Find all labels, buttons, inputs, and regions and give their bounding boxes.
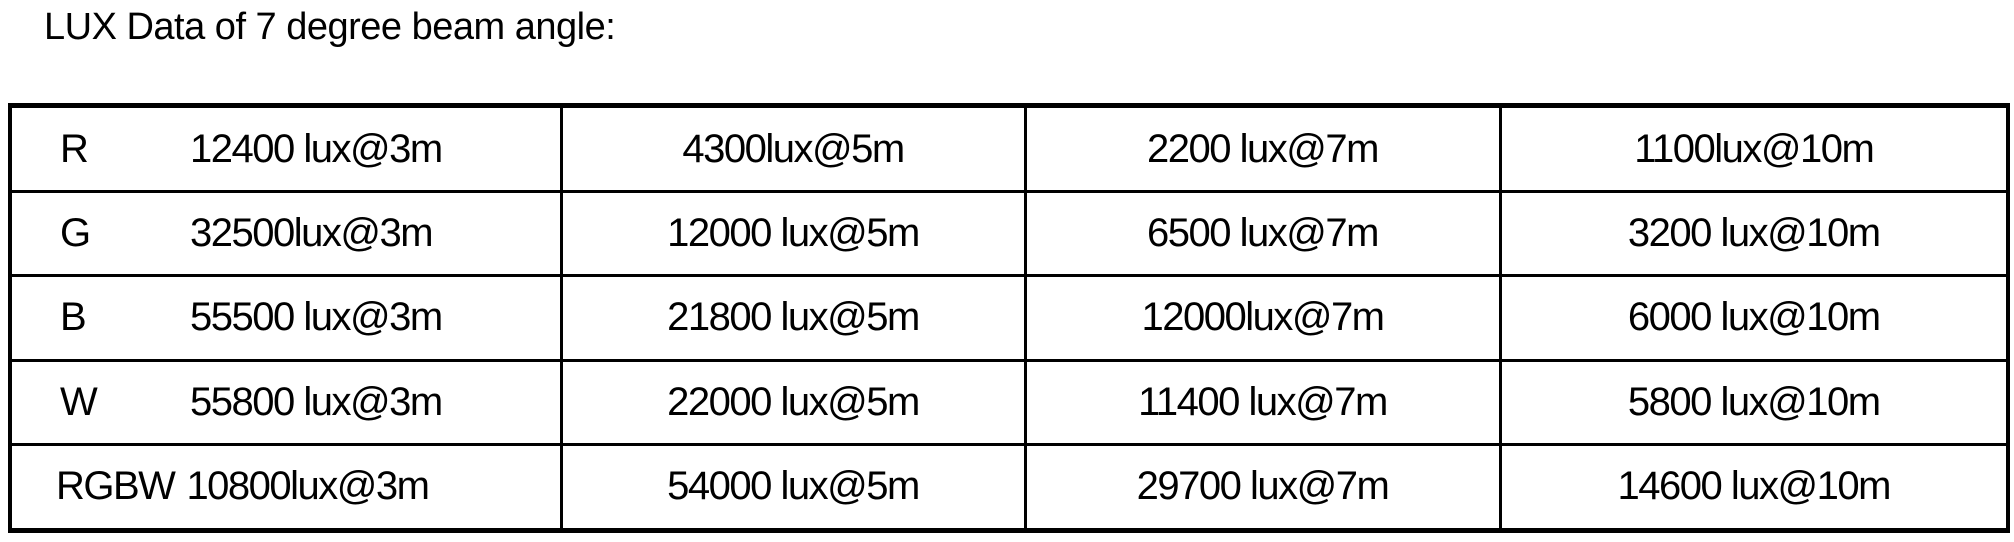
table-cell: 3200 lux@10m bbox=[1498, 190, 2010, 278]
lux-value: 55800 lux@3m bbox=[190, 379, 443, 424]
lux-value: 32500lux@3m bbox=[190, 211, 434, 256]
lux-value: 14600 lux@10m bbox=[1617, 464, 1892, 509]
table-cell: RGBW 10800lux@3m bbox=[8, 442, 563, 534]
lux-value: 6500 lux@7m bbox=[1147, 211, 1379, 256]
table-cell: W 55800 lux@3m bbox=[8, 358, 563, 446]
lux-data-table: R 12400 lux@3m 4300lux@5m 2200 lux@7m 1100lu… bbox=[8, 102, 2010, 534]
table-cell: 54000 lux@5m bbox=[559, 442, 1027, 534]
row-label: B bbox=[60, 295, 87, 340]
lux-value: 2200 lux@7m bbox=[1147, 126, 1379, 171]
row-label: W bbox=[60, 379, 98, 424]
lux-value: 22000 lux@5m bbox=[667, 379, 920, 424]
table-row: W 55800 lux@3m 22000 lux@5m 11400 lux@7m 580… bbox=[8, 358, 2010, 446]
table-cell: B 55500 lux@3m bbox=[8, 274, 563, 362]
row-label: G bbox=[60, 211, 91, 256]
lux-value: 6000 lux@10m bbox=[1627, 295, 1881, 340]
table-cell: 6500 lux@7m bbox=[1023, 190, 1502, 278]
table-cell: 1100lux@10m bbox=[1498, 102, 2010, 194]
table-cell: 12000 lux@5m bbox=[559, 190, 1027, 278]
row-label: R bbox=[60, 126, 89, 171]
lux-value: 5800 lux@10m bbox=[1627, 379, 1881, 424]
table-cell: 2200 lux@7m bbox=[1023, 102, 1502, 194]
lux-value: 3200 lux@10m bbox=[1627, 211, 1881, 256]
lux-value: 12000lux@7m bbox=[1141, 295, 1385, 340]
table-cell: 14600 lux@10m bbox=[1498, 442, 2010, 534]
lux-value: 11400 lux@7m bbox=[1138, 379, 1388, 424]
lux-value: 4300lux@5m bbox=[682, 126, 905, 171]
lux-value: 21800 lux@5m bbox=[667, 295, 920, 340]
table-row: B 55500 lux@3m 21800 lux@5m 12000lux@7m 6000… bbox=[8, 274, 2010, 362]
table-cell: 12000lux@7m bbox=[1023, 274, 1502, 362]
table-cell: G 32500lux@3m bbox=[8, 190, 563, 278]
table-cell: 6000 lux@10m bbox=[1498, 274, 2010, 362]
table-cell: 22000 lux@5m bbox=[559, 358, 1027, 446]
lux-value: 54000 lux@5m bbox=[667, 464, 920, 509]
table-row: RGBW 10800lux@3m 54000 lux@5m 29700 lux@7m 1… bbox=[8, 442, 2010, 534]
lux-value: 1100lux@10m bbox=[1634, 126, 1875, 171]
table-cell: 11400 lux@7m bbox=[1023, 358, 1502, 446]
table-row: R 12400 lux@3m 4300lux@5m 2200 lux@7m 1100lu… bbox=[8, 102, 2010, 194]
row-label: RGBW bbox=[56, 464, 176, 509]
lux-value: 55500 lux@3m bbox=[190, 295, 443, 340]
table-cell: 29700 lux@7m bbox=[1023, 442, 1502, 534]
table-cell: 21800 lux@5m bbox=[559, 274, 1027, 362]
lux-value: 10800lux@3m bbox=[186, 464, 430, 509]
table-cell: 4300lux@5m bbox=[559, 102, 1027, 194]
table-cell: R 12400 lux@3m bbox=[8, 102, 563, 194]
table-row: G 32500lux@3m 12000 lux@5m 6500 lux@7m 3200 … bbox=[8, 190, 2010, 278]
lux-value: 12000 lux@5m bbox=[667, 211, 920, 256]
table-cell: 5800 lux@10m bbox=[1498, 358, 2010, 446]
lux-value: 12400 lux@3m bbox=[190, 126, 443, 171]
page-title: LUX Data of 7 degree beam angle: bbox=[44, 6, 616, 48]
lux-value: 29700 lux@7m bbox=[1136, 464, 1390, 509]
